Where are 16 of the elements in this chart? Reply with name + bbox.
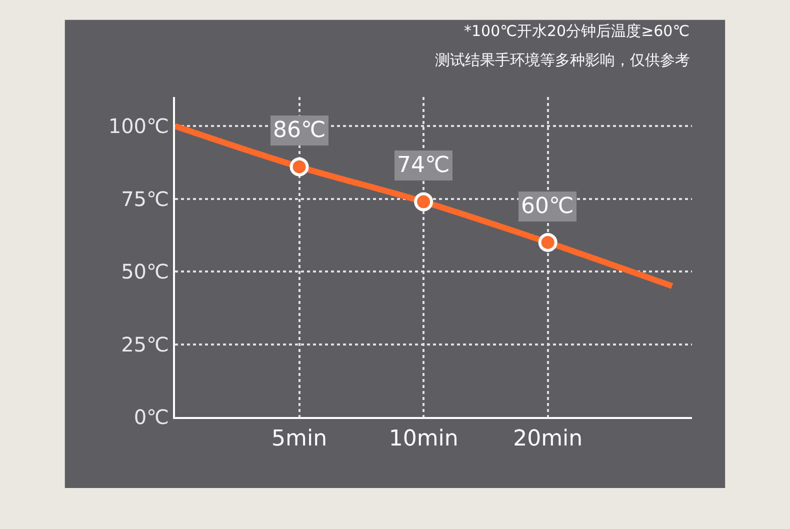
x-tick-label: 20min [513,426,583,452]
point [414,192,434,212]
x-tick-label: 5min [272,426,328,452]
point [538,232,558,252]
x-tick-label: 10min [388,426,458,452]
data-label: 74℃ [397,153,450,178]
data-label: 86℃ [273,118,326,143]
y-tick-label: 50℃ [121,260,169,284]
y-tick-label: 25℃ [121,332,169,356]
point [290,157,309,176]
text: *100℃开水20分钟后温度≥60℃ [464,22,690,40]
data-label: 60℃ [521,194,574,219]
y-tick-label: 100℃ [108,114,169,138]
y-tick-label: 0℃ [134,405,169,429]
y-tick-label: 75℃ [121,186,169,211]
text: 测试结果手环境等多种影响，仅供参考 [435,51,690,69]
